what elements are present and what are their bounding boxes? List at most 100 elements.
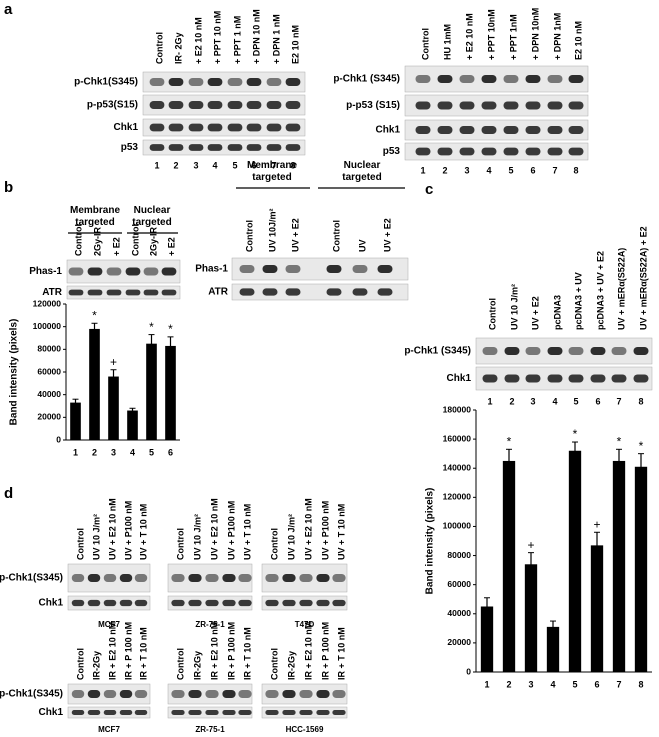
y-tick-label: 20000	[447, 637, 471, 647]
y-tick-label: 140000	[443, 462, 472, 472]
blot-strip	[142, 118, 306, 137]
band	[87, 690, 101, 698]
band	[437, 101, 453, 110]
band	[547, 126, 563, 134]
lane-label: IR + P 100 nM	[226, 622, 236, 680]
band	[106, 267, 122, 276]
band	[547, 374, 563, 383]
band	[227, 78, 243, 86]
band	[265, 574, 279, 582]
x-tick-label: 2	[506, 679, 511, 689]
x-tick-label: 1	[73, 447, 78, 457]
lane-label: UV + T 10 nM	[336, 504, 346, 560]
lane-label: pcDNA3	[552, 295, 562, 330]
y-tick-label: 40000	[447, 608, 471, 618]
band	[207, 101, 223, 109]
band	[633, 347, 649, 355]
band	[238, 710, 252, 715]
x-tick-label: 8	[638, 679, 643, 689]
band	[415, 75, 431, 83]
significance-marker: *	[149, 320, 154, 334]
lane-number: 4	[212, 160, 217, 170]
lane-label: 2Gy-IR	[92, 226, 102, 256]
blot-strip	[66, 285, 181, 300]
lane-label: UV + P100 nM	[226, 501, 236, 560]
significance-marker: *	[573, 427, 578, 441]
band	[171, 574, 185, 582]
band	[125, 267, 141, 276]
lane-label: + E2 10 nM	[193, 17, 203, 64]
band	[525, 347, 541, 355]
band	[482, 347, 498, 355]
band	[134, 574, 148, 582]
lane-label: HU 1mM	[442, 24, 452, 60]
blot-strip	[66, 259, 181, 284]
band	[188, 123, 204, 132]
group-label: Membrane targeted	[246, 160, 297, 183]
lane-number: 8	[638, 396, 643, 406]
panel-letter: b	[4, 179, 13, 196]
row-label: ATR	[208, 287, 229, 298]
lane-number: 5	[573, 396, 578, 406]
band	[87, 710, 101, 715]
lane-number: 2	[509, 396, 514, 406]
lane-number: 1	[420, 165, 425, 175]
row-label: p-p53(S15)	[87, 100, 138, 111]
row-label: p-Chk1(S345)	[74, 77, 138, 88]
lane-label: Control	[154, 32, 164, 64]
band	[205, 690, 219, 698]
y-tick-label: 80000	[37, 344, 61, 354]
lane-label: Control	[244, 220, 254, 252]
band	[266, 123, 282, 132]
lane-label: + DPN 1 nM	[271, 14, 281, 64]
band	[87, 599, 101, 607]
lane-label: pcDNA3 + UV	[573, 272, 583, 330]
lane-label: Control	[175, 648, 185, 680]
band	[415, 101, 431, 110]
lane-label: + PPT 10nM	[486, 9, 496, 60]
band	[188, 574, 202, 582]
lane-number: 3	[464, 165, 469, 175]
lane-label: IR + T 10 nM	[138, 627, 148, 680]
lane-number: 8	[573, 165, 578, 175]
lane-number: 7	[616, 396, 621, 406]
band	[103, 690, 117, 698]
lane-label: IR + E2 10 nM	[303, 622, 313, 680]
lane-number: 4	[486, 165, 491, 175]
panel-letter: a	[4, 1, 13, 18]
band	[161, 289, 177, 296]
bar	[590, 545, 604, 672]
band	[68, 267, 84, 276]
band	[285, 78, 301, 86]
band	[119, 710, 133, 715]
y-tick-label: 0	[466, 666, 471, 676]
lane-label: IR + P 100 nM	[320, 622, 330, 680]
band	[125, 289, 141, 296]
bar	[480, 606, 494, 672]
x-tick-label: 6	[168, 447, 173, 457]
band	[316, 690, 330, 698]
bar	[568, 450, 582, 672]
row-label: p-p53 (S15)	[346, 100, 400, 111]
lane-label: + DPN 1nM	[552, 13, 562, 60]
y-axis-label: Band intensity (pixels)	[425, 488, 436, 595]
row-label: Phas-1	[195, 264, 228, 275]
lane-label: UV + E2	[530, 296, 540, 330]
band	[222, 710, 236, 715]
band	[103, 574, 117, 582]
lane-label: UV + mERα(S522A)	[616, 248, 626, 330]
band	[299, 690, 313, 698]
band	[188, 690, 202, 698]
bar	[165, 345, 176, 440]
bar	[146, 343, 157, 440]
band	[188, 78, 204, 86]
row-label: p53	[383, 146, 401, 157]
band	[239, 265, 255, 273]
band	[265, 690, 279, 698]
band	[481, 101, 497, 110]
band	[246, 123, 262, 132]
group-label: Nuclear targeted	[132, 205, 172, 228]
band	[238, 690, 252, 698]
band	[87, 267, 103, 276]
